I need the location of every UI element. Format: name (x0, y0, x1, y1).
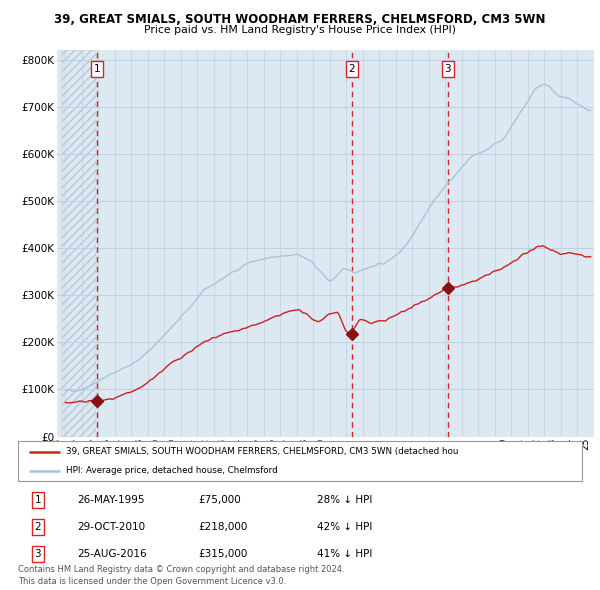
Text: 39, GREAT SMIALS, SOUTH WOODHAM FERRERS, CHELMSFORD, CM3 5WN (detached hou: 39, GREAT SMIALS, SOUTH WOODHAM FERRERS,… (66, 447, 458, 457)
Text: 1: 1 (34, 495, 41, 505)
Text: HPI: Average price, detached house, Chelmsford: HPI: Average price, detached house, Chel… (66, 466, 278, 476)
Text: Contains HM Land Registry data © Crown copyright and database right 2024.: Contains HM Land Registry data © Crown c… (18, 565, 344, 574)
Text: 3: 3 (34, 549, 41, 559)
Text: £75,000: £75,000 (199, 495, 241, 505)
Text: 41% ↓ HPI: 41% ↓ HPI (317, 549, 372, 559)
Text: 2: 2 (348, 64, 355, 74)
Text: 42% ↓ HPI: 42% ↓ HPI (317, 522, 372, 532)
Text: 28% ↓ HPI: 28% ↓ HPI (317, 495, 372, 505)
Text: This data is licensed under the Open Government Licence v3.0.: This data is licensed under the Open Gov… (18, 577, 286, 586)
Text: 39, GREAT SMIALS, SOUTH WOODHAM FERRERS, CHELMSFORD, CM3 5WN: 39, GREAT SMIALS, SOUTH WOODHAM FERRERS,… (54, 13, 546, 26)
Text: 3: 3 (445, 64, 451, 74)
Text: 2: 2 (34, 522, 41, 532)
Text: £315,000: £315,000 (199, 549, 248, 559)
Text: 1: 1 (94, 64, 100, 74)
Text: 29-OCT-2010: 29-OCT-2010 (77, 522, 145, 532)
Text: 25-AUG-2016: 25-AUG-2016 (77, 549, 147, 559)
Text: £218,000: £218,000 (199, 522, 248, 532)
Text: 26-MAY-1995: 26-MAY-1995 (77, 495, 145, 505)
Bar (62, 50, 97, 437)
Text: Price paid vs. HM Land Registry's House Price Index (HPI): Price paid vs. HM Land Registry's House … (144, 25, 456, 35)
